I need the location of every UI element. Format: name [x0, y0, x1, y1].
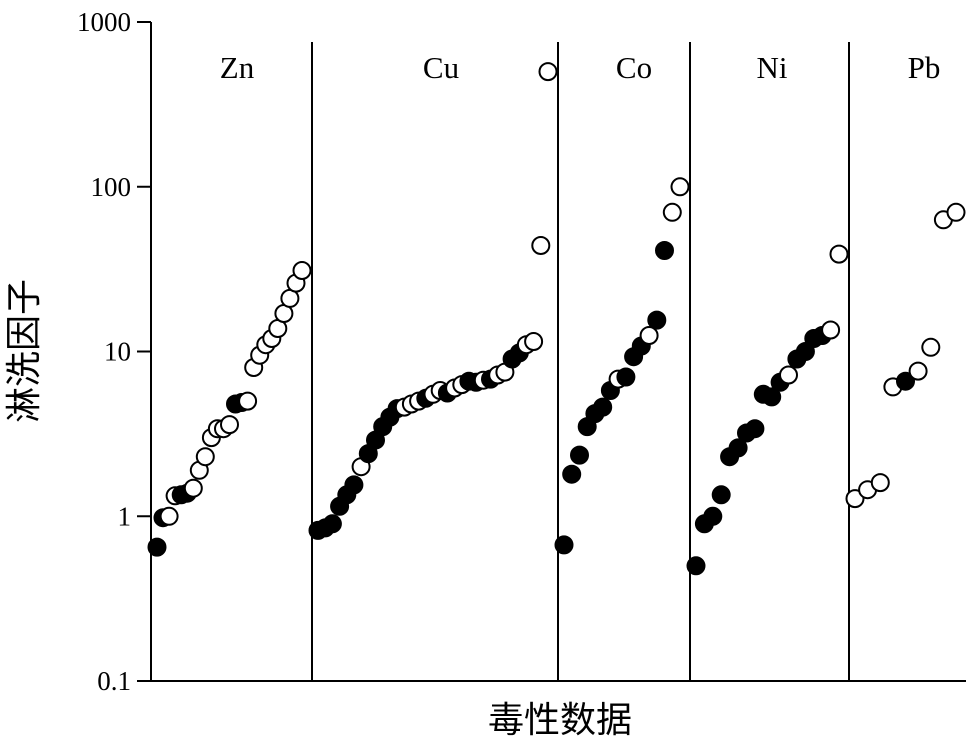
filled-point-ni: [703, 506, 723, 526]
filled-point-cu: [322, 514, 342, 534]
open-point-co: [662, 202, 682, 222]
filled-point-ni: [745, 419, 765, 439]
y-axis-title: 淋洗因子: [4, 279, 45, 423]
filled-point-co: [655, 241, 674, 260]
filled-point-ni: [728, 438, 748, 458]
open-point-ni: [779, 365, 798, 385]
open-point-zn: [238, 391, 258, 411]
filled-point-co: [570, 445, 589, 465]
axes: 0.1 1 10 100 1000: [77, 7, 966, 696]
open-point-zn: [220, 415, 239, 435]
open-point-cu: [538, 62, 558, 82]
open-point-pb: [908, 361, 928, 381]
filled-point-co: [616, 367, 636, 387]
open-point-co: [670, 177, 690, 197]
group-label-zn: Zn: [220, 50, 255, 85]
open-point-pb: [946, 202, 966, 222]
filled-point-co: [593, 397, 613, 417]
open-point-co: [639, 326, 659, 345]
filled-point-ni: [762, 387, 782, 407]
open-point-pb: [845, 489, 865, 509]
open-point-zn: [159, 506, 179, 526]
group-label-co: Co: [616, 50, 652, 85]
x-axis-title: 毒性数据: [488, 700, 632, 741]
group-label-ni: Ni: [757, 50, 788, 85]
open-point-pb: [870, 473, 890, 493]
open-point-cu: [524, 332, 544, 351]
filled-point-co: [562, 464, 582, 484]
open-point-zn: [292, 261, 312, 280]
data-points: [147, 62, 966, 576]
open-point-ni: [829, 244, 849, 264]
filled-point-cu: [344, 475, 364, 495]
open-point-ni: [821, 320, 841, 340]
y-tick-label: 10: [104, 337, 131, 367]
y-tick-label: 1000: [77, 7, 131, 37]
open-point-zn: [183, 478, 203, 498]
group-dividers: [311, 42, 850, 681]
open-point-pb: [921, 337, 941, 357]
y-tick-label: 0.1: [97, 666, 131, 696]
group-label-pb: Pb: [908, 50, 941, 85]
filled-point-pb: [896, 371, 915, 391]
filled-point-ni: [711, 485, 731, 505]
filled-point-ni: [686, 556, 706, 576]
group-labels: Zn Cu Co Ni Pb: [220, 50, 941, 85]
open-point-zn: [195, 447, 215, 467]
y-tick-label: 1: [118, 501, 132, 531]
filled-point-co: [647, 310, 667, 330]
y-tick-label: 100: [91, 172, 132, 202]
filled-point-co: [554, 535, 574, 555]
filled-point-ni: [795, 342, 815, 361]
open-point-cu: [531, 236, 551, 255]
group-label-cu: Cu: [423, 50, 459, 85]
filled-point-zn: [147, 537, 167, 557]
